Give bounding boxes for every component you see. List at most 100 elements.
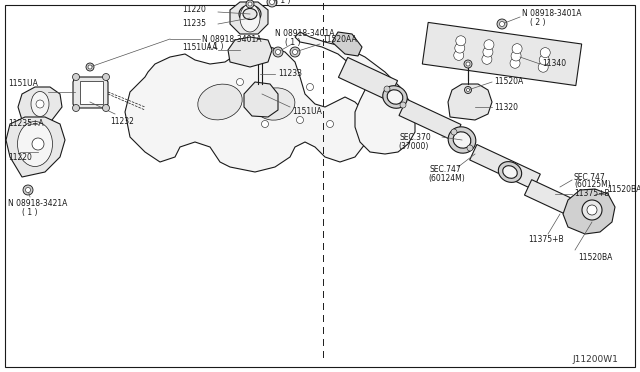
Circle shape (512, 44, 522, 54)
Circle shape (540, 48, 550, 58)
Polygon shape (399, 99, 461, 141)
Circle shape (246, 0, 254, 8)
Polygon shape (228, 37, 272, 67)
Polygon shape (422, 22, 582, 86)
Ellipse shape (17, 122, 52, 167)
Circle shape (248, 2, 252, 6)
Text: (60125M): (60125M) (574, 180, 611, 189)
Circle shape (483, 47, 493, 57)
Circle shape (72, 105, 79, 112)
Circle shape (262, 121, 269, 128)
Text: SEC.747: SEC.747 (430, 166, 461, 174)
Circle shape (467, 89, 470, 92)
Ellipse shape (499, 161, 522, 182)
Polygon shape (244, 82, 278, 117)
Ellipse shape (239, 5, 261, 23)
Ellipse shape (383, 86, 407, 108)
Circle shape (510, 58, 520, 68)
Polygon shape (73, 77, 108, 108)
Circle shape (497, 19, 507, 29)
Circle shape (540, 55, 549, 65)
Circle shape (267, 0, 277, 7)
Ellipse shape (255, 88, 295, 120)
Text: 1151UAA: 1151UAA (182, 42, 218, 51)
Polygon shape (470, 144, 540, 189)
Text: 11220: 11220 (182, 6, 206, 15)
Ellipse shape (31, 92, 49, 116)
Text: 11375+B: 11375+B (574, 189, 610, 199)
Text: 11320: 11320 (494, 103, 518, 112)
Circle shape (587, 205, 597, 215)
Circle shape (499, 22, 504, 26)
Circle shape (384, 86, 390, 92)
Circle shape (400, 102, 406, 108)
Circle shape (451, 129, 457, 135)
Circle shape (455, 43, 465, 53)
Circle shape (292, 49, 298, 55)
Polygon shape (295, 32, 415, 154)
Text: ( 2 ): ( 2 ) (530, 17, 545, 26)
Circle shape (102, 74, 109, 80)
Text: SEC.370: SEC.370 (400, 132, 432, 141)
Polygon shape (448, 84, 492, 120)
Text: N 08918-3421A: N 08918-3421A (8, 199, 67, 208)
Text: 11235: 11235 (182, 19, 206, 29)
Circle shape (88, 65, 92, 69)
Circle shape (237, 78, 243, 86)
Ellipse shape (387, 90, 403, 104)
Text: N 08918-3401A: N 08918-3401A (202, 35, 262, 44)
Polygon shape (125, 47, 370, 172)
Text: ( 1 ): ( 1 ) (275, 0, 291, 6)
Ellipse shape (240, 4, 260, 32)
Ellipse shape (503, 166, 517, 178)
Text: 1151UA: 1151UA (8, 80, 38, 89)
Circle shape (484, 40, 494, 50)
Circle shape (269, 0, 275, 4)
Circle shape (454, 50, 464, 60)
Circle shape (482, 54, 492, 64)
Text: 11340: 11340 (542, 60, 566, 68)
Circle shape (26, 187, 31, 192)
Bar (80, 81, 103, 104)
Ellipse shape (243, 9, 257, 19)
Circle shape (466, 62, 470, 66)
Circle shape (275, 49, 280, 55)
Circle shape (582, 200, 602, 220)
Circle shape (465, 87, 472, 93)
Text: (60124M): (60124M) (428, 173, 465, 183)
Text: 11520BA: 11520BA (607, 186, 640, 195)
Text: (37000): (37000) (398, 141, 428, 151)
Text: 11220: 11220 (8, 153, 32, 161)
Text: SEC.747: SEC.747 (574, 173, 605, 182)
Text: N 08918-3401A: N 08918-3401A (522, 10, 582, 19)
Polygon shape (339, 57, 397, 100)
Circle shape (326, 121, 333, 128)
Polygon shape (6, 117, 65, 177)
Circle shape (86, 63, 94, 71)
Text: 11520BA: 11520BA (578, 253, 612, 262)
Circle shape (296, 116, 303, 124)
Circle shape (467, 145, 473, 151)
Text: N 08918-3401A: N 08918-3401A (275, 29, 335, 38)
Polygon shape (332, 32, 362, 56)
Text: 11520A: 11520A (494, 77, 524, 87)
Ellipse shape (448, 127, 476, 153)
Text: 11520AA: 11520AA (322, 35, 356, 45)
Polygon shape (18, 87, 62, 132)
Polygon shape (525, 180, 582, 218)
Text: ( 1 ): ( 1 ) (22, 208, 38, 217)
Text: 11235+A: 11235+A (8, 119, 44, 128)
Ellipse shape (198, 84, 242, 120)
Circle shape (538, 62, 548, 72)
Circle shape (464, 60, 472, 68)
Text: 1151UA: 1151UA (292, 108, 322, 116)
Circle shape (72, 74, 79, 80)
Circle shape (23, 185, 33, 195)
Text: 11233: 11233 (278, 70, 302, 78)
Circle shape (102, 105, 109, 112)
Circle shape (290, 47, 300, 57)
Circle shape (36, 100, 44, 108)
Polygon shape (563, 189, 615, 234)
Text: 11232: 11232 (110, 118, 134, 126)
Circle shape (32, 138, 44, 150)
